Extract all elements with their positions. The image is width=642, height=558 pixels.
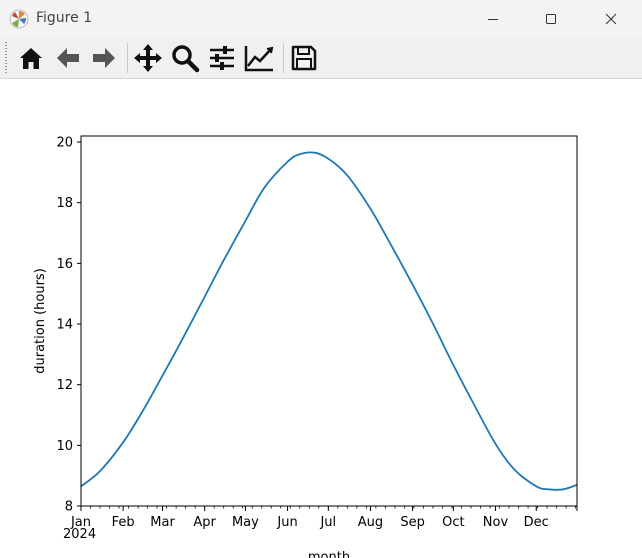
- close-icon: [605, 13, 617, 25]
- home-button[interactable]: [14, 41, 48, 75]
- x-tick-label: Jun: [276, 515, 297, 530]
- y-tick-label: 18: [56, 196, 73, 211]
- x-tick-label: Sep: [400, 515, 425, 530]
- arrow-right-icon: [93, 48, 115, 68]
- x-axis-year-label: 2024: [63, 527, 96, 542]
- toolbar-separator: [127, 43, 128, 73]
- x-tick-label: Apr: [193, 515, 216, 530]
- toolbar-separator: [283, 43, 284, 73]
- matplotlib-logo-icon: [9, 9, 29, 29]
- figure-canvas[interactable]: 8 10 12 14 16 18 20 Jan Feb Mar Apr May Jun Jul Aug Se…: [0, 79, 642, 558]
- arrow-left-icon: [57, 48, 79, 68]
- plot-area: [81, 136, 577, 506]
- move-icon: [134, 44, 162, 72]
- maximize-icon: [546, 14, 556, 24]
- x-tick-label: May: [232, 515, 259, 530]
- forward-button[interactable]: [87, 41, 121, 75]
- x-axis-ticks: Jan Feb Mar Apr May Jun Jul Aug Sep Oct Nov Dec: [70, 506, 578, 530]
- x-tick-label: Feb: [112, 515, 135, 530]
- y-tick-label: 16: [56, 257, 73, 272]
- navigation-toolbar: [0, 38, 642, 79]
- toolbar-grip[interactable]: [5, 42, 7, 74]
- x-tick-label: Nov: [483, 515, 509, 530]
- home-icon: [20, 48, 42, 69]
- x-tick-label: Jul: [319, 515, 336, 530]
- magnifier-icon: [172, 45, 200, 73]
- axes-frame: [80, 135, 578, 507]
- floppy-disk-icon: [291, 45, 317, 71]
- line-chart-icon: [244, 46, 274, 72]
- x-tick-label: Jan: [70, 515, 91, 530]
- line-chart[interactable]: 8 10 12 14 16 18 20 Jan Feb Mar Apr May Jun Jul Aug Se…: [0, 79, 642, 558]
- sliders-icon: [210, 46, 234, 70]
- series-line: [80, 151, 578, 491]
- title-bar[interactable]: Figure 1: [0, 0, 642, 38]
- configure-subplots-button[interactable]: [205, 41, 239, 75]
- back-button[interactable]: [51, 41, 85, 75]
- y-tick-label: 10: [56, 439, 73, 454]
- window-title: Figure 1: [36, 10, 93, 26]
- edit-axes-button[interactable]: [242, 41, 276, 75]
- x-tick-label: Mar: [150, 515, 175, 530]
- x-axis-label: month: [308, 550, 350, 558]
- y-tick-label: 14: [56, 318, 73, 333]
- x-tick-label: Oct: [442, 515, 464, 530]
- y-tick-label: 20: [56, 136, 73, 151]
- x-tick-label: Dec: [524, 515, 549, 530]
- pan-button[interactable]: [131, 41, 165, 75]
- save-button[interactable]: [287, 41, 321, 75]
- y-axis-label: duration (hours): [33, 268, 48, 374]
- y-tick-label: 8: [65, 500, 73, 515]
- zoom-button[interactable]: [168, 41, 202, 75]
- y-axis-ticks: 8 10 12 14 16 18 20: [56, 136, 81, 515]
- maximize-button[interactable]: [528, 0, 574, 38]
- y-tick-label: 12: [56, 378, 73, 393]
- x-tick-label: Aug: [358, 515, 383, 530]
- minimize-icon: [488, 19, 498, 20]
- close-button[interactable]: [588, 0, 634, 38]
- minimize-button[interactable]: [470, 0, 516, 38]
